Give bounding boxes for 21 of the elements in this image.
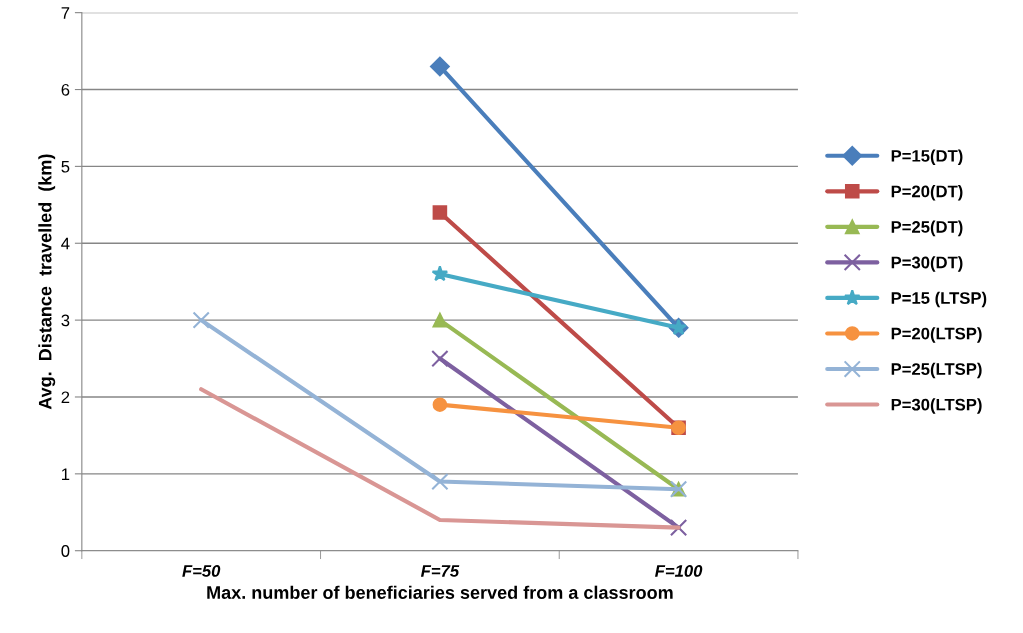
legend-label: P=20(DT) bbox=[891, 185, 963, 201]
y-tick-label: 0 bbox=[61, 545, 70, 557]
y-tick-label: 3 bbox=[61, 314, 70, 327]
x-axis-title: Max. number of beneficiaries served from a classroom bbox=[207, 585, 673, 599]
y-tick-label: 1 bbox=[62, 468, 70, 480]
x-tick-label: F=100 bbox=[655, 565, 703, 577]
legend-label: P=30(LTSP) bbox=[891, 398, 982, 414]
legend-label: P=30(DT) bbox=[891, 256, 963, 272]
x-tick-label: F=75 bbox=[420, 565, 460, 577]
y-tick-label: 5 bbox=[61, 160, 70, 173]
y-tick-label: 2 bbox=[61, 391, 70, 404]
y-tick-label: 7 bbox=[61, 7, 70, 19]
legend-label: P=15(DT) bbox=[891, 149, 963, 166]
x-tick-label: F=50 bbox=[182, 565, 221, 577]
legend-label: P=15 (LTSP) bbox=[891, 291, 987, 308]
y-tick-label: 4 bbox=[61, 237, 70, 250]
y-tick-label: 6 bbox=[61, 83, 70, 96]
y-axis-title: Avg. Distance travelled (km) bbox=[38, 154, 56, 410]
legend-label: P=25(DT) bbox=[891, 220, 963, 237]
legend-label: P=20(LTSP) bbox=[891, 327, 982, 343]
legend-label: P=25(LTSP) bbox=[891, 362, 982, 379]
